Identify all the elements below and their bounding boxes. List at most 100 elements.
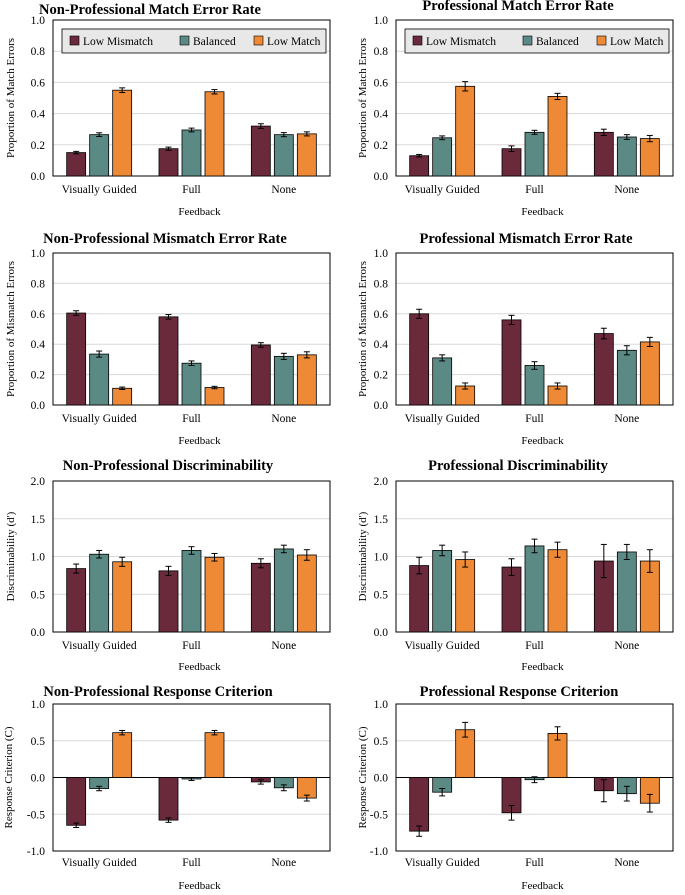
legend-swatch-low-mismatch — [412, 35, 423, 46]
x-axis-label: Feedback — [521, 435, 564, 447]
y-tick-label: 0.2 — [31, 140, 46, 152]
y-tick-label: 0.0 — [31, 773, 46, 785]
y-tick-label: 1.0 — [31, 15, 46, 27]
category-label: None — [614, 640, 639, 652]
y-tick-label: -0.5 — [27, 809, 45, 821]
bar-low-match — [204, 732, 225, 778]
y-axis-label: Proportion of Match Errors — [357, 38, 369, 158]
bar-low-match — [112, 89, 133, 177]
bar-low-mismatch — [158, 777, 179, 821]
y-tick-label: 1.0 — [31, 248, 46, 260]
y-tick-label: 1.0 — [31, 699, 46, 711]
y-tick-label: 0.8 — [374, 46, 389, 58]
y-tick-label: 0.0 — [374, 171, 389, 183]
legend-label: Low Mismatch — [426, 36, 496, 48]
chart-panel-2: Professional Match Error Rate 0.0 0.2 0.4 0.… — [357, 0, 674, 218]
chart-panel-8: Professional Response Criterion -1.0 -0.5 0… — [357, 684, 674, 892]
chart-panel-4: Professional Mismatch Error Rate 0.0 0.2 0.… — [357, 231, 674, 447]
legend-swatch-low-mismatch — [69, 35, 80, 46]
chart-panel-7: Non-Professional Response Criterion -1.0 -… — [3, 684, 331, 892]
x-axis-label: Feedback — [178, 435, 221, 447]
y-tick-label: 1.5 — [31, 514, 46, 526]
bar-low-match — [204, 387, 225, 406]
y-tick-label: 0.4 — [31, 109, 46, 121]
bar-balanced — [181, 129, 202, 177]
bar-balanced — [432, 550, 453, 633]
y-tick-label: 0.0 — [374, 400, 389, 412]
y-axis-label: Proportion of Match Errors — [5, 38, 17, 158]
bar-low-mismatch — [593, 333, 614, 406]
y-tick-label: 0.5 — [31, 736, 46, 748]
y-tick-label: 0.4 — [374, 339, 389, 351]
bar-balanced — [432, 357, 453, 406]
legend-swatch-balanced — [522, 35, 533, 46]
chart-title: Professional Match Error Rate — [422, 0, 614, 14]
category-label: Visually Guided — [405, 413, 480, 425]
bar-low-mismatch — [158, 148, 179, 177]
chart-panel-1: Non-Professional Match Error Rate 0.0 0.2 0… — [5, 2, 331, 218]
chart-title: Non-Professional Discriminability — [63, 458, 274, 474]
chart-title: Professional Discriminability — [428, 458, 609, 474]
bar-balanced — [616, 551, 637, 633]
bar-low-mismatch — [250, 125, 271, 177]
y-tick-label: 0.0 — [31, 627, 46, 639]
legend-box — [61, 28, 327, 54]
bar-balanced — [181, 362, 202, 406]
y-tick-label: 2.0 — [31, 476, 46, 488]
category-label: Full — [525, 857, 544, 869]
category-label: None — [271, 413, 296, 425]
y-tick-label: 1.5 — [374, 514, 389, 526]
bar-low-match — [204, 556, 225, 633]
y-tick-label: -0.5 — [370, 809, 388, 821]
chart-title: Non-Professional Response Criterion — [43, 684, 272, 700]
category-label: Visually Guided — [62, 184, 137, 196]
bar-balanced — [524, 131, 545, 177]
category-label: Visually Guided — [405, 184, 480, 196]
category-label: Visually Guided — [62, 640, 137, 652]
category-label: Visually Guided — [405, 857, 480, 869]
bar-low-mismatch — [409, 155, 430, 177]
y-axis-label: Proportion of Mismatch Errors — [357, 261, 369, 397]
legend-label: Balanced — [193, 36, 236, 48]
category-label: Full — [525, 413, 544, 425]
y-tick-label: 1.0 — [374, 15, 389, 27]
bar-low-match — [296, 133, 317, 177]
bar-balanced — [432, 137, 453, 177]
bar-low-match — [455, 85, 476, 177]
bar-low-match — [455, 559, 476, 633]
category-label: Full — [525, 640, 544, 652]
y-tick-label: 0.0 — [374, 627, 389, 639]
y-tick-label: 0.6 — [31, 309, 46, 321]
category-label: Visually Guided — [62, 857, 137, 869]
category-label: Visually Guided — [405, 640, 480, 652]
x-axis-label: Feedback — [521, 880, 564, 892]
y-tick-label: 0.2 — [31, 370, 46, 382]
bar-low-mismatch — [501, 566, 522, 633]
y-axis-label: Discriminability (d') — [5, 511, 17, 601]
category-label: None — [271, 184, 296, 196]
bar-balanced — [273, 355, 294, 406]
y-tick-label: 0.6 — [31, 77, 46, 89]
chart-panel-6: Professional Discriminability 0.0 0.5 1.0 1.… — [357, 458, 674, 673]
bar-low-mismatch — [158, 570, 179, 633]
y-tick-label: 0.4 — [31, 339, 46, 351]
bar-low-mismatch — [66, 152, 87, 177]
bar-low-match — [296, 354, 317, 406]
legend-label: Low Match — [610, 36, 664, 48]
category-label: None — [614, 184, 639, 196]
y-tick-label: -1.0 — [27, 846, 45, 858]
y-tick-label: 0.2 — [374, 140, 389, 152]
bar-low-mismatch — [66, 568, 87, 633]
bar-low-match — [112, 387, 133, 406]
chart-title: Non-Professional Match Error Rate — [39, 2, 261, 18]
bar-balanced — [89, 134, 110, 177]
legend-swatch-low-match — [596, 35, 607, 46]
bar-low-mismatch — [66, 312, 87, 406]
category-label: None — [614, 413, 639, 425]
legend-label: Low Mismatch — [83, 36, 153, 48]
y-tick-label: 2.0 — [374, 476, 389, 488]
bar-balanced — [524, 545, 545, 633]
legend-swatch-balanced — [179, 35, 190, 46]
x-axis-label: Feedback — [178, 206, 221, 218]
y-tick-label: 1.0 — [31, 552, 46, 564]
